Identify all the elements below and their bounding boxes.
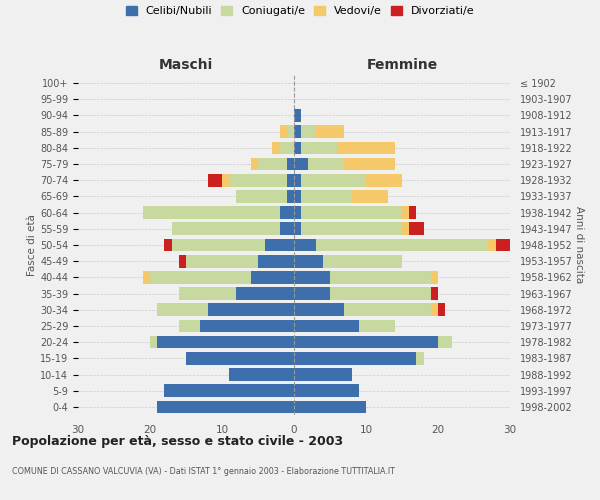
Bar [172,238,265,252]
Bar [316,126,344,138]
Bar [265,238,294,252]
Bar [157,400,294,413]
Bar [294,206,301,219]
Bar [294,352,416,364]
Bar [301,222,402,235]
Bar [416,352,424,364]
Legend: Celibi/Nubili, Coniugati/e, Vedovi/e, Divorziati/e: Celibi/Nubili, Coniugati/e, Vedovi/e, Di… [125,6,475,16]
Bar [301,142,337,154]
Bar [294,190,301,202]
Bar [143,271,150,283]
Y-axis label: Fasce di età: Fasce di età [27,214,37,276]
Bar [251,158,258,170]
Bar [179,320,200,332]
Bar [438,336,452,348]
Bar [294,288,330,300]
Bar [287,158,294,170]
Bar [143,206,280,219]
Bar [200,320,294,332]
Bar [337,142,395,154]
Text: COMUNE DI CASSANO VALCUVIA (VA) - Dati ISTAT 1° gennaio 2003 - Elaborazione TUTT: COMUNE DI CASSANO VALCUVIA (VA) - Dati I… [12,468,395,476]
Bar [409,206,416,219]
Bar [229,174,287,186]
Bar [186,255,258,268]
Bar [301,190,352,202]
Bar [294,336,438,348]
Bar [294,238,316,252]
Bar [150,336,157,348]
Bar [280,142,294,154]
Bar [280,126,287,138]
Bar [179,255,186,268]
Bar [488,238,496,252]
Bar [164,238,172,252]
Bar [431,304,438,316]
Bar [301,206,402,219]
Bar [229,368,294,381]
Bar [157,336,294,348]
Bar [431,288,438,300]
Y-axis label: Anni di nascita: Anni di nascita [574,206,584,284]
Bar [294,158,308,170]
Text: Maschi: Maschi [159,58,213,72]
Bar [323,255,402,268]
Bar [330,271,431,283]
Bar [287,126,294,138]
Bar [258,158,287,170]
Bar [251,271,294,283]
Bar [294,368,352,381]
Bar [330,288,431,300]
Bar [402,206,409,219]
Bar [294,222,301,235]
Bar [344,158,395,170]
Bar [294,174,301,186]
Bar [431,271,438,283]
Bar [179,288,236,300]
Bar [294,320,359,332]
Bar [352,190,388,202]
Bar [294,271,330,283]
Bar [294,384,359,397]
Bar [236,190,287,202]
Bar [280,222,294,235]
Bar [316,238,488,252]
Bar [294,400,366,413]
Bar [301,174,366,186]
Bar [409,222,424,235]
Bar [208,304,294,316]
Bar [294,126,301,138]
Bar [366,174,402,186]
Text: Femmine: Femmine [367,58,437,72]
Bar [294,109,301,122]
Bar [308,158,344,170]
Bar [496,238,510,252]
Bar [186,352,294,364]
Bar [402,222,409,235]
Bar [172,222,280,235]
Bar [280,206,294,219]
Bar [294,142,301,154]
Bar [287,190,294,202]
Bar [222,174,229,186]
Bar [359,320,395,332]
Bar [236,288,294,300]
Bar [344,304,431,316]
Bar [150,271,251,283]
Text: Popolazione per età, sesso e stato civile - 2003: Popolazione per età, sesso e stato civil… [12,435,343,448]
Bar [164,384,294,397]
Bar [287,174,294,186]
Bar [157,304,208,316]
Bar [438,304,445,316]
Bar [294,304,344,316]
Bar [294,255,323,268]
Bar [301,126,316,138]
Bar [272,142,280,154]
Bar [258,255,294,268]
Bar [208,174,222,186]
